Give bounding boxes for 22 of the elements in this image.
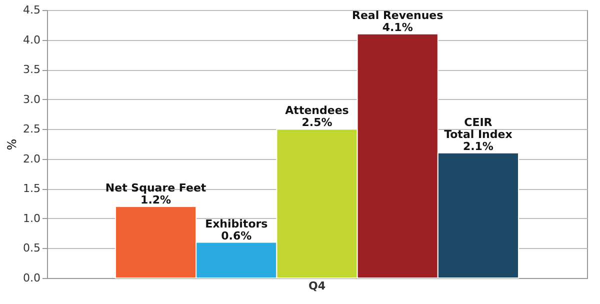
y-tick-label: 1.0: [23, 212, 40, 225]
data-label: 2.1%: [462, 140, 494, 153]
y-tick-label: 4.5: [23, 4, 40, 16]
y-tick-label: 3.0: [23, 92, 40, 106]
data-label: 0.6%: [221, 229, 252, 242]
y-tick-label: 0.5: [23, 242, 40, 255]
data-label: 2.5%: [302, 116, 332, 130]
y-tick-label: 1.5: [23, 182, 40, 196]
y-axis-title: %: [5, 138, 20, 150]
y-tick-label: 2.0: [23, 152, 40, 166]
series-label: CEIR Total Index: [444, 116, 512, 141]
series-label: Attendees: [285, 104, 350, 118]
series-label: Real Revenues: [352, 8, 444, 22]
series-label: Net Square Feet: [105, 182, 206, 195]
x-tick-label: Q4: [308, 280, 326, 292]
data-label: 4.1%: [382, 20, 413, 34]
series-label: Exhibitors: [205, 217, 268, 230]
y-tick-label: 3.5: [23, 63, 40, 76]
data-label: 1.2%: [140, 194, 172, 207]
y-tick-label: 2.5: [23, 122, 40, 136]
y-tick-label: 4.0: [23, 33, 40, 46]
y-tick-label: 0.0: [23, 272, 40, 284]
